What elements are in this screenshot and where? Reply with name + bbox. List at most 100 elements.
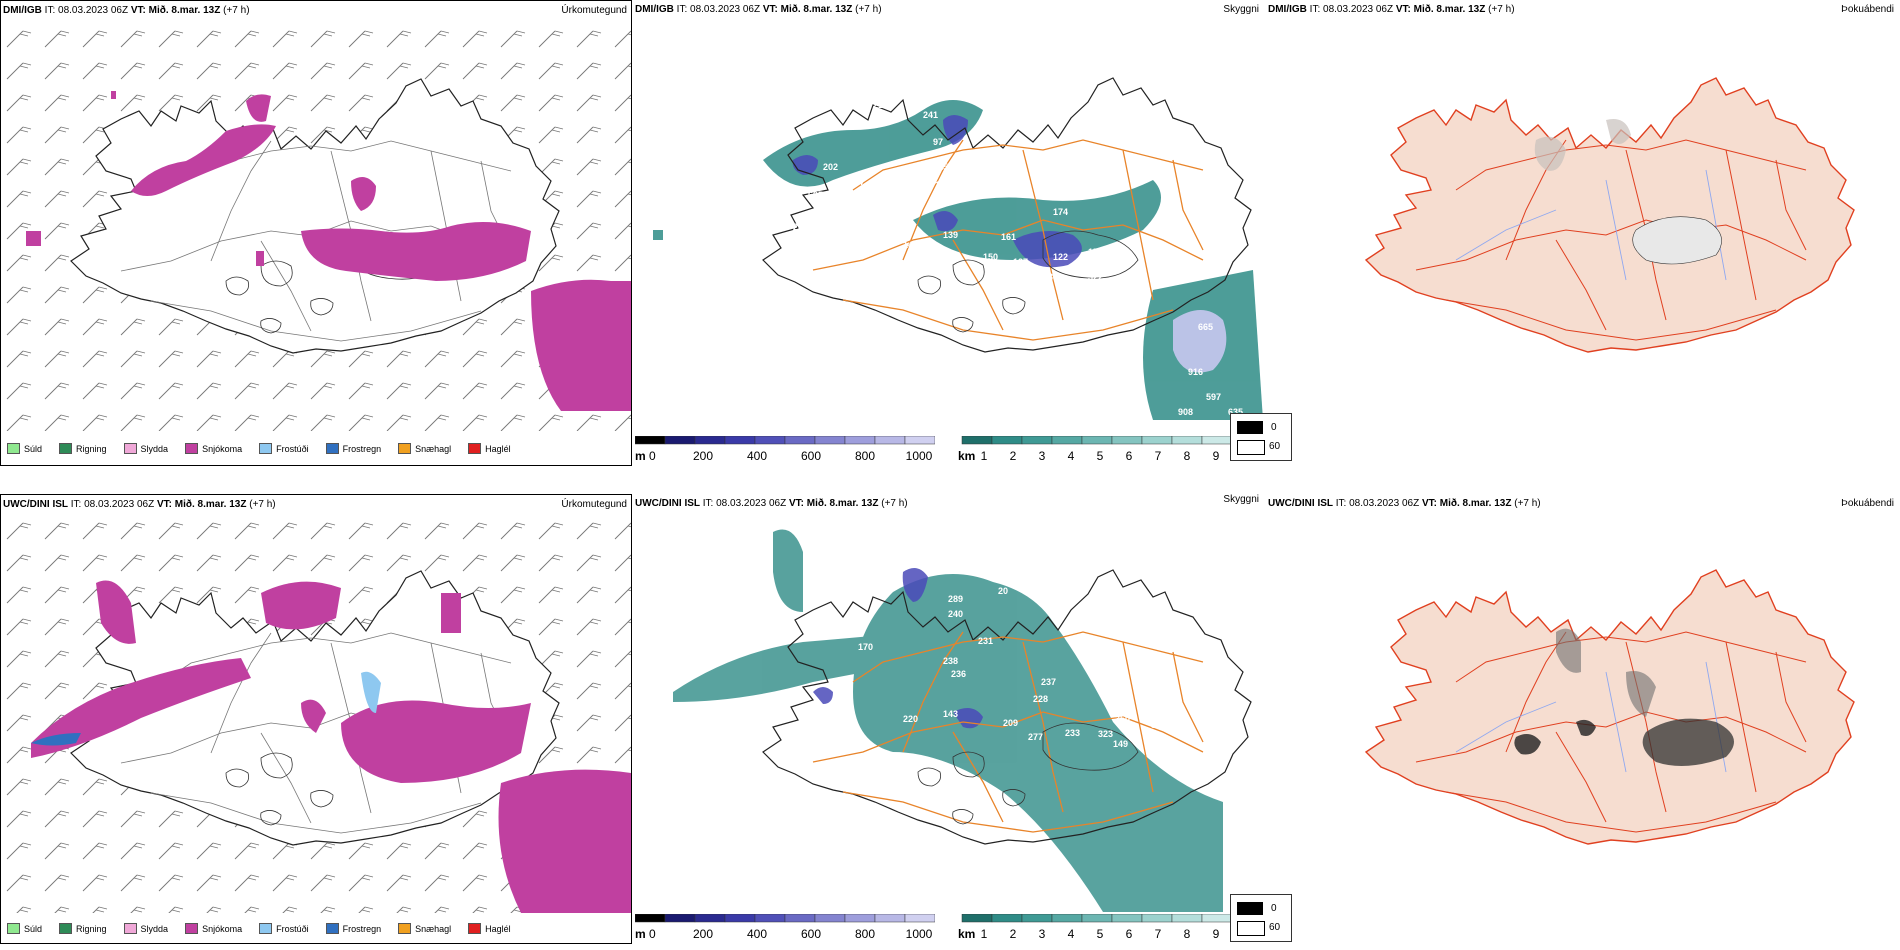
panel-header-bottom-right: UWC/DINI ISL IT: 08.03.2023 06Z VT: Mið.… xyxy=(1268,498,1541,509)
cloud-base-swatch xyxy=(874,435,906,445)
visibility-value-label: 231 xyxy=(978,636,993,646)
visibility-tick: 5 xyxy=(1097,927,1104,941)
visibility-value-label: 304 xyxy=(1058,292,1073,302)
cloud-base-unit: m xyxy=(635,449,646,463)
precip-type-panel-bottom: UWC/DINI ISL IT: 08.03.2023 06Z VT: Mið.… xyxy=(0,494,632,944)
visibility-value-label: 158 xyxy=(1088,247,1103,257)
visibility-value-label: 908 xyxy=(1178,407,1193,417)
precip-legend-bottom: Súld Rigning Slydda Snjókoma Frostúði Fr… xyxy=(7,923,524,934)
visibility-swatch xyxy=(1141,435,1173,445)
visibility-swatch xyxy=(961,913,993,923)
precip-type-panel-top: DMI/IGB IT: 08.03.2023 06Z VT: Mið. 8.ma… xyxy=(0,0,632,466)
visibility-swatch xyxy=(1021,913,1053,923)
legend-sudl: Súld xyxy=(7,443,42,454)
cloud-base-swatch xyxy=(664,913,696,923)
panel-header-bottom-middle: UWC/DINI ISL IT: 08.03.2023 06Z VT: Mið.… xyxy=(635,498,908,509)
visibility-value-label: 150 xyxy=(983,252,998,262)
visibility-value-label: 170 xyxy=(858,642,873,652)
visibility-swatch xyxy=(991,913,1023,923)
precip-type-map xyxy=(1,21,631,431)
visibility-tick: 7 xyxy=(1155,449,1162,463)
visibility-value-label: 143 xyxy=(943,709,958,719)
cloud-base-tick: 600 xyxy=(801,927,821,941)
panel-type-label: Skyggni xyxy=(1223,494,1259,505)
visibility-value-label: 14 xyxy=(935,180,945,190)
legend-slydda: Slydda xyxy=(123,443,168,454)
visibility-tick: 6 xyxy=(1126,927,1133,941)
cloud-base-swatch xyxy=(874,913,906,923)
fog-panel-top: DMI/IGB IT: 08.03.2023 06Z VT: Mið. 8.ma… xyxy=(1230,0,1900,466)
visibility-value-label: 211 xyxy=(873,100,888,110)
cloud-base-swatch xyxy=(694,913,726,923)
cloud-base-swatch xyxy=(814,913,846,923)
visibility-value-label: 322 xyxy=(1088,272,1103,282)
visibility-tick: 8 xyxy=(1184,927,1191,941)
visibility-colorbar-bottom: km12345678910 xyxy=(958,913,1263,944)
visibility-value-label: 209 xyxy=(1003,718,1018,728)
visibility-value-label: 597 xyxy=(1206,392,1221,402)
visibility-value-label: 237 xyxy=(1041,677,1056,687)
visibility-swatch xyxy=(1081,913,1113,923)
visibility-value-label: 695 xyxy=(808,190,823,200)
cloud-base-tick: 1000 xyxy=(906,927,933,941)
visibility-swatch xyxy=(1051,435,1083,445)
visibility-value-label: 220 xyxy=(903,714,918,724)
cloud-base-swatch xyxy=(664,435,696,445)
visibility-panel-bottom: UWC/DINI ISL IT: 08.03.2023 06Z VT: Mið.… xyxy=(633,494,1265,944)
fog-map-top xyxy=(1365,77,1855,353)
cloud-base-tick: 200 xyxy=(693,927,713,941)
cloud-base-tick: 400 xyxy=(747,449,767,463)
cloud-base-swatch xyxy=(904,435,936,445)
visibility-value-label: 44 xyxy=(838,224,848,234)
visibility-value-label: 127 xyxy=(1013,257,1028,267)
visibility-value-label: 223 xyxy=(1053,322,1068,332)
cloud-base-swatch xyxy=(814,435,846,445)
visibility-value-label: 277 xyxy=(1028,732,1043,742)
panel-header-top-middle: DMI/IGB IT: 08.03.2023 06Z VT: Mið. 8.ma… xyxy=(635,4,882,15)
cloud-base-tick: 800 xyxy=(855,449,875,463)
visibility-tick: 6 xyxy=(1126,449,1133,463)
visibility-tick: 4 xyxy=(1068,927,1075,941)
visibility-tick: 4 xyxy=(1068,449,1075,463)
cloud-base-swatch xyxy=(844,913,876,923)
visibility-value-label: 161 xyxy=(1001,232,1016,242)
fog-map-bottom xyxy=(1365,569,1855,845)
panel-type-label: Úrkomutegund xyxy=(561,499,627,510)
visibility-tick: 7 xyxy=(1155,927,1162,941)
fog-legend-bottom: 0 60 xyxy=(1230,894,1292,942)
cloud-base-swatch xyxy=(754,913,786,923)
visibility-value-label: 289 xyxy=(948,594,963,604)
legend-snjokoma: Snjókoma xyxy=(185,443,242,454)
visibility-tick: 5 xyxy=(1097,449,1104,463)
visibility-value-label: 205 xyxy=(793,222,808,232)
visibility-value-label: 665 xyxy=(1198,322,1213,332)
visibility-value-label: 117 xyxy=(1233,864,1248,874)
cloud-base-swatch xyxy=(724,913,756,923)
visibility-value-label: 228 xyxy=(1033,694,1048,704)
visibility-unit: km xyxy=(958,449,975,463)
panel-type-label: Skyggni xyxy=(1223,4,1259,15)
visibility-panel-top: DMI/IGB IT: 08.03.2023 06Z VT: Mið. 8.ma… xyxy=(633,0,1265,466)
legend-frostudi: Frostúði xyxy=(259,443,309,454)
legend-snaehagl: Snæhagl xyxy=(398,443,451,454)
legend-hagl: Haglél xyxy=(468,443,511,454)
cloud-base-swatch xyxy=(694,435,726,445)
visibility-value-label: 234 xyxy=(1043,272,1058,282)
visibility-swatch xyxy=(1201,435,1233,445)
precip-type-map-bottom xyxy=(1,513,631,913)
visibility-tick: 1 xyxy=(981,449,988,463)
cloud-base-swatch xyxy=(784,435,816,445)
visibility-swatch xyxy=(1171,435,1203,445)
visibility-value-label: 240 xyxy=(948,609,963,619)
panel-type-label: Þokuábendi xyxy=(1841,4,1894,15)
visibility-tick: 9 xyxy=(1213,927,1220,941)
fog-panel-bottom: UWC/DINI ISL IT: 08.03.2023 06Z VT: Mið.… xyxy=(1230,494,1900,944)
visibility-value-label: 238 xyxy=(943,656,958,666)
panel-header-bottom-left: UWC/DINI ISL IT: 08.03.2023 06Z VT: Mið.… xyxy=(3,499,276,510)
visibility-value-label: 15 xyxy=(938,162,948,172)
legend-frostregn: Frostregn xyxy=(325,443,381,454)
cloud-base-tick: 0 xyxy=(649,927,656,941)
visibility-tick: 9 xyxy=(1213,449,1220,463)
cloud-base-swatch xyxy=(904,913,936,923)
